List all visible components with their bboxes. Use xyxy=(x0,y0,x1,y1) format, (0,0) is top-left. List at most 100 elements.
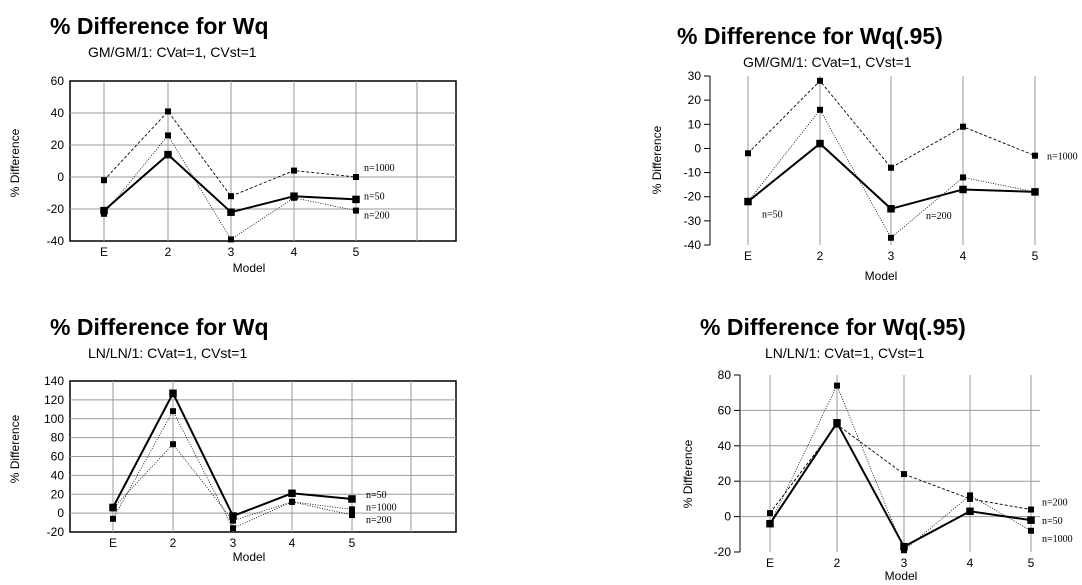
data-point xyxy=(230,517,236,524)
y-tick-label: 20 xyxy=(51,487,65,501)
data-point xyxy=(901,471,907,478)
x-tick-label: 2 xyxy=(834,556,841,570)
chart-4-subtitle: LN/LN/1: CVat=1, CVst=1 xyxy=(765,345,924,361)
chart-4-title: % Difference for Wq(.95) xyxy=(700,314,966,340)
x-tick-label: 4 xyxy=(291,245,298,259)
chart-1-ylabel: % Difference xyxy=(8,128,22,197)
x-tick-label: 3 xyxy=(901,556,908,570)
data-point xyxy=(1028,506,1034,513)
y-tick-label: 10 xyxy=(688,117,702,131)
data-point xyxy=(101,210,107,217)
y-tick-label: 20 xyxy=(688,93,702,107)
chart-2-ylabel: % Difference xyxy=(650,125,664,194)
chart-3-ylabel: % Difference xyxy=(8,414,22,483)
data-point xyxy=(745,150,751,157)
x-tick-label: 2 xyxy=(165,245,172,259)
series-line xyxy=(103,153,357,214)
data-point xyxy=(169,389,177,398)
plot-frame xyxy=(69,80,457,242)
data-point xyxy=(901,547,907,554)
data-point xyxy=(900,542,908,551)
chart-3-subtitle: LN/LN/1: CVat=1, CVst=1 xyxy=(88,345,247,361)
data-point xyxy=(289,498,295,505)
x-tick-label: 3 xyxy=(230,536,237,550)
chart-3: % Difference for Wq LN/LN/1: CVat=1, CVs… xyxy=(8,314,457,564)
data-point xyxy=(110,515,116,522)
y-tick-label: 80 xyxy=(51,431,65,445)
data-point xyxy=(967,492,973,499)
chart-4-xlabel: Model xyxy=(885,569,918,583)
data-point xyxy=(349,512,355,519)
x-tick-label: 5 xyxy=(353,245,360,259)
series-label: n=200 xyxy=(366,515,392,526)
data-point xyxy=(352,195,360,204)
data-point xyxy=(959,185,967,194)
y-tick-label: 30 xyxy=(688,69,702,83)
data-point xyxy=(1027,516,1035,524)
x-tick-label: 5 xyxy=(1028,556,1035,570)
data-point xyxy=(744,197,752,206)
x-tick-label: 4 xyxy=(967,556,974,570)
data-point xyxy=(888,234,894,241)
series-label: n=50 xyxy=(1042,516,1063,527)
chart-3-xlabel: Model xyxy=(233,550,266,564)
data-point xyxy=(767,520,773,527)
data-point xyxy=(228,193,234,200)
y-tick-label: -20 xyxy=(714,545,732,559)
series-line xyxy=(769,423,1032,514)
data-point xyxy=(817,106,823,113)
data-point xyxy=(1028,527,1034,534)
series-label: n=1000 xyxy=(364,163,395,174)
series-label: n=1000 xyxy=(366,502,397,513)
data-point xyxy=(767,510,773,517)
chart-1-subtitle: GM/GM/1: CVat=1, CVst=1 xyxy=(88,44,257,60)
data-point xyxy=(817,77,823,84)
data-point xyxy=(101,177,107,184)
x-tick-label: E xyxy=(100,245,108,259)
chart-3-title: % Difference for Wq xyxy=(50,314,269,340)
data-point xyxy=(1031,188,1039,196)
data-point xyxy=(230,525,236,532)
data-point xyxy=(887,205,895,213)
x-tick-label: 2 xyxy=(817,249,824,263)
data-point xyxy=(229,512,237,520)
y-tick-label: 60 xyxy=(718,403,732,417)
x-tick-label: 5 xyxy=(349,536,356,550)
chart-2: % Difference for Wq(.95) GM/GM/1: CVat=1… xyxy=(650,23,1078,283)
data-point xyxy=(816,139,824,148)
y-tick-label: -20 xyxy=(47,525,65,539)
y-tick-label: -20 xyxy=(684,190,702,204)
data-point xyxy=(966,507,974,516)
data-point xyxy=(288,489,296,498)
chart-1-title: % Difference for Wq xyxy=(50,13,269,39)
data-point xyxy=(960,123,966,130)
y-tick-label: -10 xyxy=(684,166,702,180)
y-tick-label: -40 xyxy=(684,238,702,252)
data-point xyxy=(228,236,234,243)
chart-4-ylabel: % Difference xyxy=(681,439,695,508)
series-label: n=50 xyxy=(364,191,385,202)
y-tick-label: 40 xyxy=(51,468,65,482)
y-tick-label: 0 xyxy=(724,510,731,524)
series-label: n=1000 xyxy=(1042,534,1073,545)
y-tick-label: 100 xyxy=(44,412,64,426)
y-tick-label: 80 xyxy=(718,368,732,382)
data-point xyxy=(833,419,841,427)
data-point xyxy=(100,206,108,215)
y-tick-label: -20 xyxy=(47,202,65,216)
y-tick-label: 60 xyxy=(51,450,65,464)
data-point xyxy=(1032,152,1038,159)
data-point xyxy=(834,382,840,389)
data-point xyxy=(165,108,171,115)
y-tick-label: 120 xyxy=(44,393,64,407)
data-point xyxy=(348,495,356,503)
chart-1-plot: 60 40 20 0 -20 -40 E 2 3 4 5 n=1000 n=50 n=200 xyxy=(47,74,457,259)
chart-2-xlabel: Model xyxy=(865,269,898,283)
data-point xyxy=(164,150,172,159)
data-point xyxy=(960,174,966,181)
series-line xyxy=(769,384,1032,551)
chart-2-plot: 30 20 10 0 -10 -20 -30 -40 E 2 3 4 5 n=1000 n=50 n=200 xyxy=(684,69,1078,263)
data-point xyxy=(353,207,359,214)
x-tick-label: 4 xyxy=(960,249,967,263)
